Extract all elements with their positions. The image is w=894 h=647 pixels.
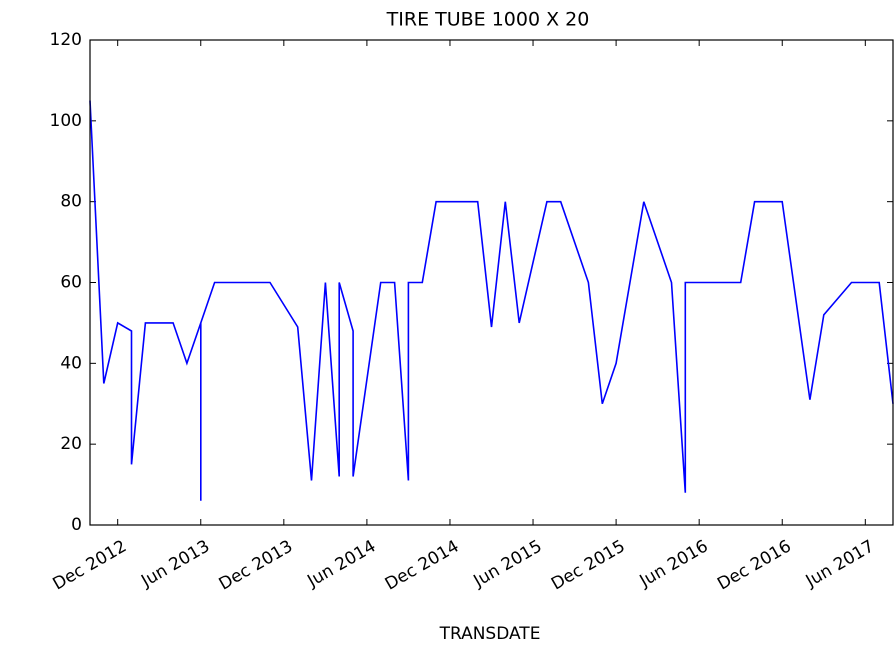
x-tick-label: Jun 2013 <box>137 536 213 591</box>
y-tick-label: 80 <box>60 192 82 212</box>
x-axis-label: TRANSDATE <box>439 624 541 644</box>
x-tick-label: Dec 2016 <box>714 536 795 594</box>
x-tick-label: Jun 2015 <box>470 536 546 591</box>
y-tick-label: 60 <box>60 273 82 293</box>
x-tick-label: Dec 2012 <box>50 536 131 594</box>
x-tick-label: Jun 2016 <box>636 536 712 591</box>
x-tick-label: Dec 2015 <box>548 536 629 594</box>
y-tick-label: 120 <box>50 30 82 50</box>
chart-title: TIRE TUBE 1000 X 20 <box>386 9 590 31</box>
x-tick-label: Dec 2014 <box>382 536 463 594</box>
x-tick-label: Jun 2017 <box>802 536 878 591</box>
data-line <box>89 100 894 501</box>
y-tick-label: 0 <box>71 515 82 535</box>
y-tick-label: 20 <box>60 434 82 454</box>
x-tick-label: Jun 2014 <box>303 536 379 591</box>
y-tick-label: 100 <box>50 111 82 131</box>
plot-frame <box>89 39 894 526</box>
y-tick-label: 40 <box>60 353 82 373</box>
x-tick-label: Dec 2013 <box>216 536 297 594</box>
